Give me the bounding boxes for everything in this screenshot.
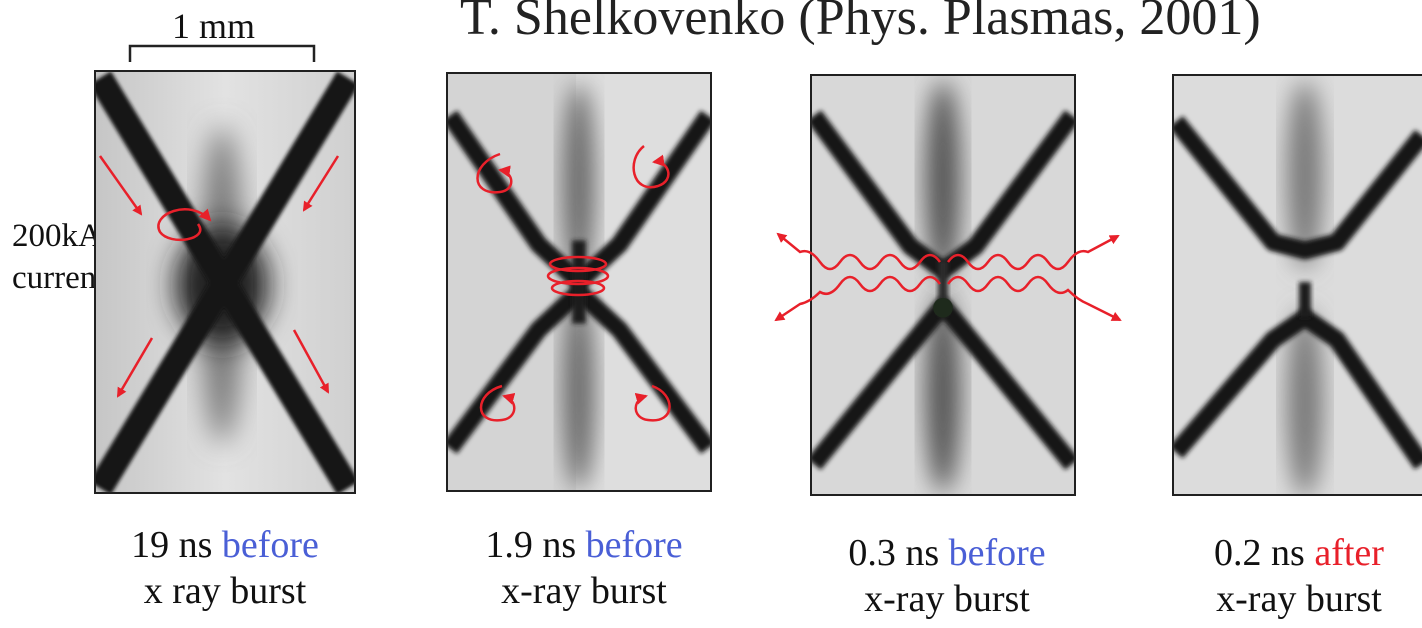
xray-image-panel-1	[94, 70, 356, 494]
caption-panel-4: 0.2 ns after x-ray burst	[1180, 530, 1418, 622]
scale-bar	[128, 44, 316, 62]
caption-time: 0.3 ns	[848, 532, 940, 574]
caption-panel-1: 19 ns before x ray burst	[100, 522, 350, 614]
xray-photo-1	[96, 72, 354, 492]
scale-bar-label: 1 mm	[172, 6, 256, 46]
caption-event: x ray burst	[143, 570, 307, 612]
current-annotation: 200kA current	[12, 215, 105, 299]
caption-when: before	[221, 524, 319, 566]
annotation-line-1: 200kA	[12, 218, 102, 254]
xray-image-panel-3	[810, 74, 1076, 496]
caption-when: before	[585, 524, 683, 566]
xray-photo-3	[812, 76, 1074, 494]
xray-photo-2	[448, 74, 710, 490]
caption-time-line: 19 ns before	[100, 522, 350, 568]
figure-header: T. Shelkovenko (Phys. Plasmas, 2001)	[460, 0, 1261, 46]
xray-photo-4	[1174, 76, 1422, 494]
caption-time: 19 ns	[131, 524, 213, 566]
caption-time-line: 0.3 ns before	[806, 530, 1088, 576]
xray-image-panel-2	[446, 72, 712, 492]
caption-time: 0.2 ns	[1214, 532, 1305, 574]
xray-image-panel-4	[1172, 74, 1422, 496]
caption-event: x-ray burst	[1216, 578, 1382, 620]
caption-event: x-ray burst	[501, 570, 667, 612]
caption-when: before	[948, 532, 1046, 574]
caption-time: 1.9 ns	[485, 524, 577, 566]
caption-event: x-ray burst	[864, 578, 1030, 620]
caption-panel-2: 1.9 ns before x-ray burst	[446, 522, 722, 614]
caption-panel-3: 0.3 ns before x-ray burst	[806, 530, 1088, 622]
caption-time-line: 1.9 ns before	[446, 522, 722, 568]
caption-time-line: 0.2 ns after	[1180, 530, 1418, 576]
caption-when: after	[1314, 532, 1384, 574]
annotation-line-2: current	[12, 260, 106, 296]
